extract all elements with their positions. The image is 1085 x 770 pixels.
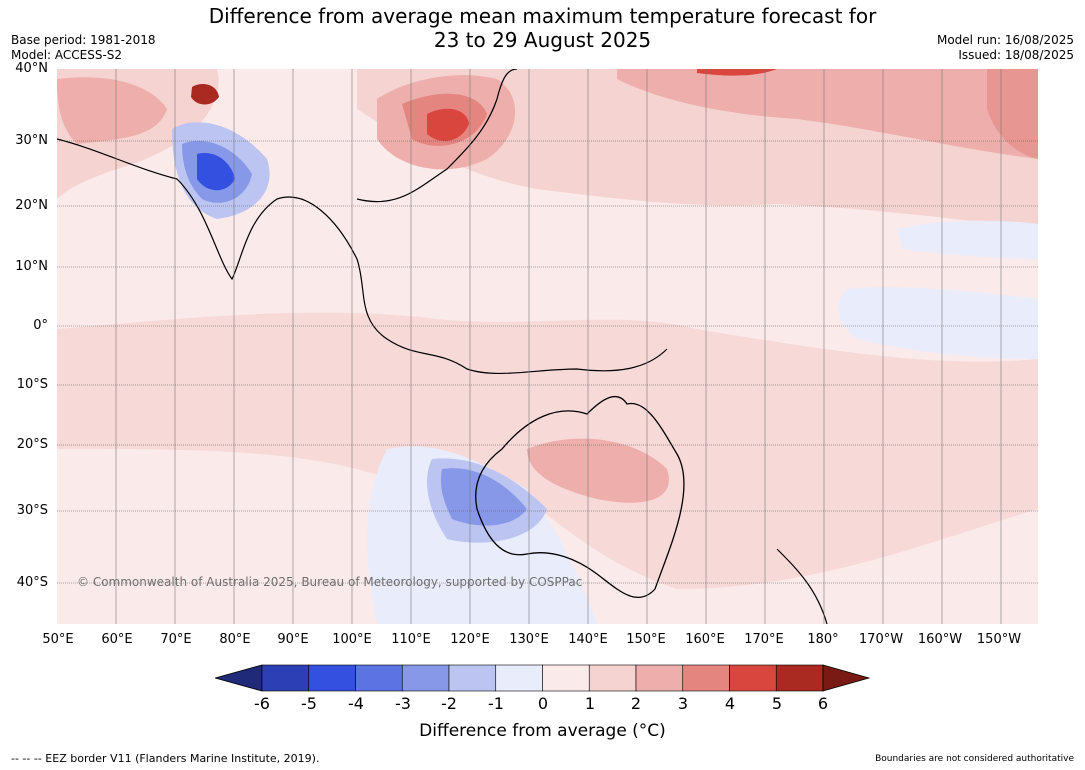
anomaly-5to6-kashmir (191, 84, 219, 105)
colorbar-segment (495, 664, 543, 692)
title-line-2: 23 to 29 August 2025 (433, 28, 652, 52)
colorbar-title: Difference from average (°C) (419, 721, 666, 741)
colorbar-segment (355, 664, 403, 692)
lon-label-60e: 60°E (101, 632, 133, 647)
lon-label-80e: 80°E (219, 632, 251, 647)
anomaly-2to3-north-pacific (617, 69, 1038, 159)
lat-label-30s: 30°S (16, 503, 48, 518)
colorbar-segment (729, 664, 777, 692)
anomaly-4to5-north (697, 69, 777, 76)
lon-label-90e: 90°E (277, 632, 309, 647)
anomaly-neg3-india (197, 153, 235, 191)
copyright-notice: © Commonwealth of Australia 2025, Bureau… (77, 575, 583, 589)
colorbar-segment (448, 664, 497, 692)
map-canvas (57, 69, 1038, 624)
colorbar-extend-low (215, 664, 263, 692)
lon-label-110e: 110°E (391, 632, 431, 647)
lat-label-40n: 40°N (15, 61, 48, 76)
lon-label-130e: 130°E (509, 632, 549, 647)
lat-label-20s: 20°S (16, 437, 48, 452)
lon-label-150e: 150°E (626, 632, 666, 647)
colorbar-tick: 2 (630, 694, 642, 713)
issued-date: Issued: 18/08/2025 (958, 48, 1074, 62)
australia-outline (475, 395, 685, 598)
lon-label-50e: 50°E (42, 632, 74, 647)
lon-label-180: 180° (807, 632, 839, 647)
meta-right: Model run: 16/08/2025 Issued: 18/08/2025 (937, 33, 1074, 63)
meta-left: Base period: 1981-2018 Model: ACCESS-S2 (11, 33, 156, 63)
colorbar-segment (635, 664, 684, 692)
anomaly-2to3-aus (527, 438, 669, 503)
lon-label-100e: 100°E (332, 632, 372, 647)
colorbar-segment (588, 664, 637, 692)
chart-title: Difference from average mean maximum tem… (0, 4, 1085, 52)
anomaly-neg-pacific (838, 287, 1038, 359)
east-asia-coast (356, 69, 518, 203)
lat-label-10s: 10°S (16, 377, 48, 392)
title-line-1: Difference from average mean maximum tem… (208, 4, 877, 28)
colorbar-tick: -5 (301, 694, 317, 713)
colorbar-tick: -1 (488, 694, 504, 713)
lat-label-10n: 10°N (15, 259, 48, 274)
colorbar-tick: 5 (771, 694, 783, 713)
lon-label-170e: 170°E (744, 632, 784, 647)
base-period: Base period: 1981-2018 (11, 33, 156, 47)
colorbar-tick: 6 (817, 694, 829, 713)
colorbar-segment (542, 664, 590, 692)
lon-label-70e: 70°E (160, 632, 192, 647)
colorbar-tick: -2 (441, 694, 457, 713)
lat-label-20n: 20°N (15, 198, 48, 213)
colorbar-tick: -3 (395, 694, 411, 713)
lon-label-150w: 150°W (976, 632, 1022, 647)
lon-label-160w: 160°W (917, 632, 963, 647)
colorbar-tick: 1 (584, 694, 596, 713)
colorbar-tick: -6 (254, 694, 270, 713)
colorbar-segment (261, 664, 310, 692)
colorbar-tick: 3 (677, 694, 689, 713)
anomaly-2to3-pakistan (57, 77, 167, 144)
anomaly-4to5-china (427, 108, 469, 142)
asia-outline (57, 138, 668, 375)
anomaly-neg-pacific-2 (897, 220, 1038, 259)
colorbar-segment (401, 664, 450, 692)
colorbar-segment (308, 664, 356, 692)
lat-label-30n: 30°N (15, 133, 48, 148)
lon-label-120e: 120°E (450, 632, 490, 647)
colorbar (215, 664, 870, 692)
colorbar-tick: -4 (348, 694, 364, 713)
colorbar-segment (775, 664, 824, 692)
colorbar-segment (682, 664, 730, 692)
colorbar-tick: 4 (724, 694, 736, 713)
lon-label-140e: 140°E (568, 632, 608, 647)
colorbar-tick: 0 (537, 694, 549, 713)
colorbar-extend-high (822, 664, 870, 692)
lat-label-40s: 40°S (16, 575, 48, 590)
model-run: Model run: 16/08/2025 (936, 33, 1074, 47)
lon-label-160e: 160°E (685, 632, 725, 647)
lon-label-170w: 170°W (858, 632, 904, 647)
model-name: Model: ACCESS-S2 (11, 48, 123, 62)
meridians (115, 69, 1002, 624)
graticule (57, 140, 1038, 584)
boundaries-note: Boundaries are not considered authoritat… (875, 754, 1074, 764)
forecast-map (57, 69, 1038, 624)
eez-note: -- -- -- EEZ border V11 (Flanders Marine… (11, 752, 320, 765)
anomaly-2to3-east (987, 69, 1038, 159)
lat-label-0: 0° (33, 318, 48, 333)
